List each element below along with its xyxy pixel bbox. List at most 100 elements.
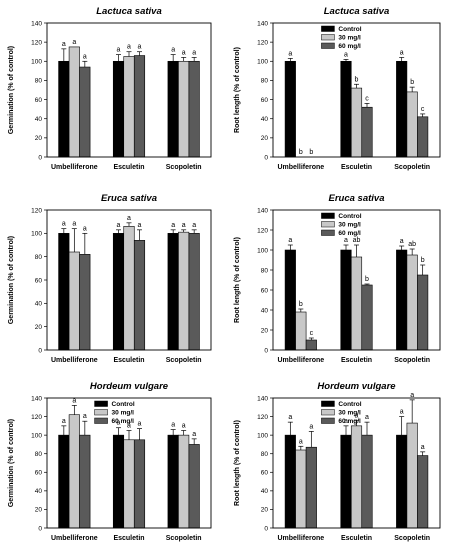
significance-letter: a <box>192 222 196 229</box>
significance-letter: a <box>192 431 196 438</box>
chart-title: Eruca sativa <box>329 193 385 204</box>
x-category-label: Esculetin <box>113 535 144 542</box>
legend-swatch <box>321 42 335 49</box>
significance-letter: b <box>299 301 303 308</box>
plot-frame <box>46 397 212 529</box>
significance-letter: b <box>309 149 313 156</box>
significance-letter: a <box>72 221 76 228</box>
significance-letter: a <box>83 225 87 232</box>
y-tick-label: 0 <box>264 154 268 161</box>
plot-frame <box>272 397 441 529</box>
plot-frame <box>272 22 441 158</box>
legend-label: 60 mg/l <box>338 230 361 237</box>
significance-letter: ab <box>408 241 416 248</box>
bar-30-mg-l <box>68 46 80 158</box>
y-tick-label: 140 <box>31 20 42 27</box>
legend-label: 60 mg/l <box>112 418 135 425</box>
chart-panel-3: Eruca sativa Germination (% of control) 0 2… <box>8 193 212 364</box>
significance-letter: a <box>62 41 66 48</box>
chart-panel-5: Hordeum vulgare Germination (% of control… <box>8 381 212 542</box>
bar-30-mg-l <box>295 311 307 351</box>
significance-letter: a <box>138 421 142 428</box>
legend-swatch <box>94 400 108 407</box>
significance-letter: a <box>410 392 414 399</box>
bar-control <box>112 434 125 529</box>
bar-control <box>284 249 296 351</box>
bar-30-mg-l <box>68 414 80 529</box>
bar-60-mg-l <box>417 116 429 158</box>
significance-letter: a <box>72 397 76 404</box>
significance-letter: ab <box>353 237 361 244</box>
bar-30-mg-l <box>350 256 363 351</box>
legend-label: Control <box>338 213 361 220</box>
legend-swatch <box>321 229 335 236</box>
bar-control <box>396 434 408 529</box>
bar-30-mg-l <box>178 231 190 351</box>
bar-60-mg-l <box>188 444 200 529</box>
legend-swatch <box>94 409 108 416</box>
legend-label: 30 mg/l <box>112 410 135 417</box>
bar-60-mg-l <box>133 439 146 529</box>
chart-title: Eruca sativa <box>101 193 157 204</box>
bar-control <box>396 249 408 351</box>
chart-title: Hordeum vulgare <box>317 381 396 392</box>
chart-panel-2: Lactuca sativa Root length (% of control)… <box>234 6 441 171</box>
y-tick-label: 140 <box>257 395 268 402</box>
chart-title: Hordeum vulgare <box>90 381 169 392</box>
y-tick-label: 140 <box>31 395 42 402</box>
x-category-label: Esculetin <box>341 535 372 542</box>
bar-control <box>112 233 125 351</box>
y-tick-label: 40 <box>35 116 43 123</box>
legend-swatch <box>321 34 335 41</box>
y-tick-label: 0 <box>264 525 268 532</box>
y-tick-label: 40 <box>35 488 43 495</box>
significance-letter: a <box>355 412 359 419</box>
y-axis-label: Germination (% of control) <box>8 46 15 134</box>
chart-panel-1: Lactuca sativa Germination (% of control)… <box>8 6 212 171</box>
bar-60-mg-l <box>79 254 91 351</box>
significance-letter: a <box>344 418 348 425</box>
chart-title: Lactuca sativa <box>96 6 161 17</box>
significance-letter: a <box>344 237 348 244</box>
y-axis-label: Root length (% of control) <box>234 237 241 323</box>
bar-control <box>167 233 179 351</box>
bar-30-mg-l <box>178 434 190 529</box>
significance-letter: a <box>171 422 175 429</box>
significance-letter: a <box>192 49 196 56</box>
x-category-label: Esculetin <box>341 164 372 171</box>
y-tick-label: 100 <box>257 59 268 66</box>
y-tick-label: 40 <box>261 488 269 495</box>
bar-30-mg-l <box>178 60 190 158</box>
bar-60-mg-l <box>188 233 200 351</box>
significance-letter: a <box>127 215 131 222</box>
legend-swatch <box>321 417 335 424</box>
y-tick-label: 100 <box>31 59 42 66</box>
y-tick-label: 40 <box>261 116 269 123</box>
significance-letter: a <box>72 39 76 46</box>
legend-swatch <box>321 212 335 219</box>
x-category-label: Umbelliferone <box>51 357 98 364</box>
legend-label: Control <box>112 401 135 408</box>
bar-30-mg-l <box>123 439 135 529</box>
significance-letter: a <box>138 44 142 51</box>
significance-letter: a <box>138 222 142 229</box>
y-axis-label: Germination (% of control) <box>8 236 15 324</box>
significance-letter: a <box>400 409 404 416</box>
significance-letter: b <box>410 79 414 86</box>
significance-letter: c <box>310 330 314 337</box>
legend-label: 60 mg/l <box>338 43 361 50</box>
bar-60-mg-l <box>361 284 373 351</box>
y-tick-label: 40 <box>35 301 43 308</box>
chart-panel-6: Hordeum vulgare Root length (% of control… <box>234 381 441 542</box>
legend-swatch <box>94 417 108 424</box>
legend-swatch <box>321 409 335 416</box>
y-tick-label: 0 <box>38 525 42 532</box>
significance-letter: a <box>117 420 121 427</box>
y-axis-label: Germination (% of control) <box>8 419 15 507</box>
significance-letter: a <box>182 49 186 56</box>
bar-control <box>167 60 179 158</box>
bar-30-mg-l <box>123 56 135 158</box>
significance-letter: a <box>344 51 348 58</box>
significance-letter: a <box>182 222 186 229</box>
